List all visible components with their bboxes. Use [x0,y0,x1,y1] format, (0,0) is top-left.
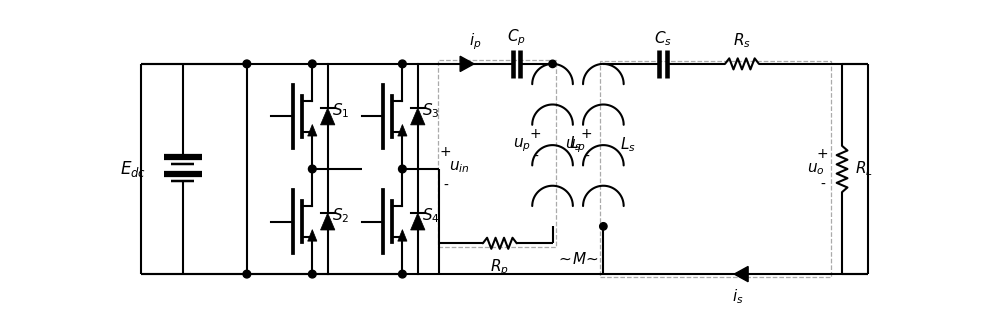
Text: $C_p$: $C_p$ [507,28,526,48]
Circle shape [308,270,316,278]
Polygon shape [460,56,474,72]
Polygon shape [734,267,748,282]
Text: $i_s$: $i_s$ [732,287,744,306]
Text: -: - [533,150,538,164]
Circle shape [243,270,251,278]
Text: $R_p$: $R_p$ [490,257,509,278]
Polygon shape [398,230,407,241]
Text: +: + [581,127,592,141]
Circle shape [399,165,406,173]
Text: $E_{dc}$: $E_{dc}$ [120,159,146,179]
Circle shape [399,60,406,68]
Text: +: + [530,127,541,141]
Text: $S_3$: $S_3$ [422,101,440,120]
Polygon shape [411,213,425,230]
Text: $S_2$: $S_2$ [332,206,350,225]
Circle shape [549,60,556,68]
Text: -: - [820,177,825,191]
Text: $R_L$: $R_L$ [855,160,873,178]
Polygon shape [321,108,335,125]
Text: +: + [817,146,829,161]
Text: $i_p$: $i_p$ [469,32,481,52]
Text: -: - [584,150,589,164]
Circle shape [399,270,406,278]
Circle shape [308,165,316,173]
Polygon shape [308,230,317,241]
Text: $u_{in}$: $u_{in}$ [449,160,470,175]
Text: $u_s$: $u_s$ [565,137,582,153]
Text: $R_s$: $R_s$ [733,31,751,50]
Polygon shape [398,125,407,136]
Circle shape [243,60,251,68]
Text: $S_4$: $S_4$ [422,206,440,225]
Polygon shape [321,213,335,230]
Text: $C_s$: $C_s$ [654,30,672,48]
Polygon shape [308,125,317,136]
Text: $\sim\!M\!\sim$: $\sim\!M\!\sim$ [556,251,599,267]
Text: $L_p$: $L_p$ [569,135,586,155]
Text: $u_p$: $u_p$ [513,136,531,154]
Circle shape [308,60,316,68]
Text: $u_o$: $u_o$ [807,161,825,177]
Text: +: + [440,145,451,159]
Polygon shape [411,108,425,125]
Circle shape [600,223,607,230]
Text: -: - [443,179,448,193]
Text: $S_1$: $S_1$ [332,101,350,120]
Text: $L_s$: $L_s$ [620,136,636,154]
